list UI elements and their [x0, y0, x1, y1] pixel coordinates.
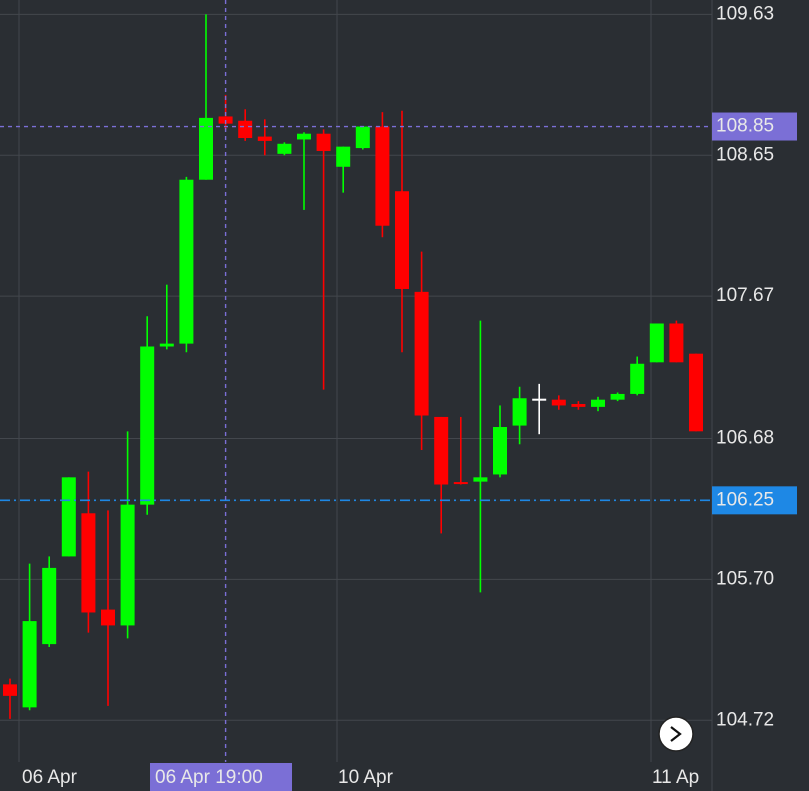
candle-body — [277, 143, 292, 154]
price-label: 106.25 — [716, 489, 774, 510]
candle-body — [238, 120, 253, 139]
y-tick-label: 107.67 — [716, 285, 774, 306]
candle-body — [159, 343, 174, 347]
candle-body — [395, 191, 409, 289]
candle-body — [257, 136, 272, 141]
candle-body — [355, 126, 370, 149]
crosshair-price-label: 108.85 — [716, 116, 774, 137]
y-tick-label: 104.72 — [716, 709, 774, 730]
candle-body — [297, 133, 311, 140]
price-label-box — [712, 486, 797, 515]
next-button-circle[interactable] — [658, 716, 694, 752]
candle-body — [140, 346, 155, 505]
next-button[interactable] — [658, 716, 694, 752]
candle-body — [493, 427, 507, 475]
candle-body — [61, 477, 76, 557]
y-tick-label: 109.63 — [716, 3, 774, 24]
candle-body — [669, 323, 684, 363]
candle-body — [551, 399, 566, 406]
crosshair-time-box — [150, 763, 292, 791]
candle-body — [179, 179, 194, 344]
crosshair-price-box — [712, 112, 797, 141]
candle-body — [199, 117, 213, 180]
candle-body — [610, 393, 625, 400]
candle-body — [414, 291, 429, 416]
candle-body — [101, 609, 115, 626]
candle-body — [22, 621, 37, 708]
candle-body — [434, 416, 449, 485]
candle-body — [453, 482, 468, 485]
candle-body — [81, 513, 96, 613]
candle-body — [689, 353, 703, 432]
x-tick-label: 11 Ap — [652, 767, 699, 788]
crosshair-time-label: 06 Apr 19:00 — [155, 767, 263, 788]
x-tick-label: 10 Apr — [338, 767, 394, 788]
next-button-icon — [670, 726, 682, 742]
y-tick-label: 108.65 — [716, 144, 774, 165]
x-tick-label: 06 Apr — [22, 767, 78, 788]
y-tick-label: 105.70 — [716, 568, 774, 589]
candle-body — [120, 504, 135, 626]
y-tick-label: 106.68 — [716, 428, 774, 449]
candle-body — [42, 567, 57, 645]
candle-body — [375, 126, 390, 226]
candle-body — [649, 323, 664, 363]
candle-body — [630, 363, 645, 394]
candle-body — [532, 398, 547, 401]
candle-body — [3, 684, 17, 696]
candle-body — [512, 398, 527, 426]
candle-body — [591, 399, 605, 407]
candle-body — [571, 404, 586, 407]
candle-body — [316, 133, 331, 151]
candle-body — [336, 146, 351, 167]
candle-body — [473, 477, 488, 482]
